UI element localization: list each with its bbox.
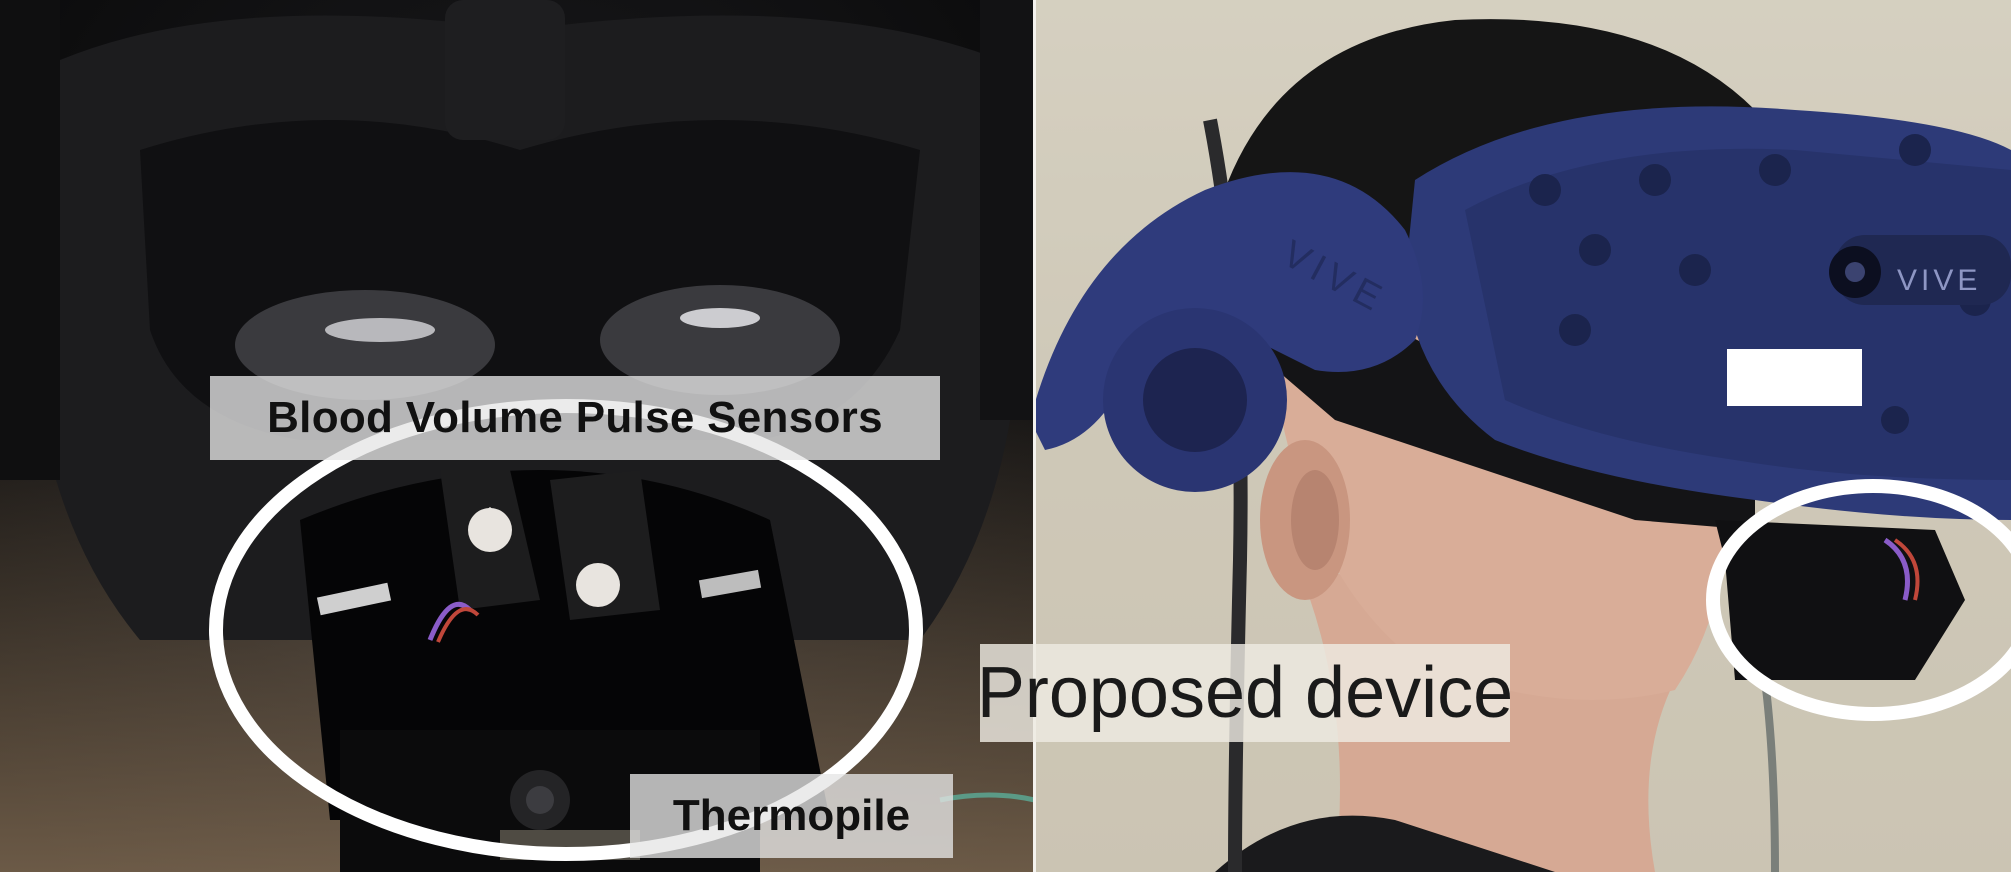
shirt [1215,815,1555,872]
headset-hole-6 [1899,134,1931,166]
headset-face-plate [1465,148,2011,480]
left-lens-glare [325,318,435,342]
panel-divider [1033,0,1036,872]
device-wire-purple [1883,537,1910,601]
headset-hole-7 [1559,314,1591,346]
proposed-device-label: Proposed device [977,644,1513,742]
wire-side [939,792,1035,803]
ear-inner [1291,470,1339,570]
wire-red [436,607,480,643]
headset-hole-2 [1579,234,1611,266]
tape-left [316,582,392,616]
headset-hole-4 [1679,254,1711,286]
headphone-inner [1143,348,1247,452]
headset-hole-3 [1639,164,1671,196]
front-sensor-strip [1835,235,2011,305]
side-strap-left [0,0,60,480]
headset-logo: VIVE [1897,264,1981,297]
bvp-sensor-right-body [576,563,620,607]
front-camera-lens [1845,262,1865,282]
bvp-sensor-left-body [468,508,512,552]
hanging-wire [1761,679,1779,872]
device-mount [1715,520,1965,680]
redacted-white-box [1727,349,1862,406]
side-strap-right [980,0,1035,420]
headset-interior-illustration [0,0,1035,872]
left-lens [235,290,495,400]
top-strap [445,0,565,140]
person-illustration: VIVE VIVE [1035,0,2011,872]
headset-hole-9 [1881,406,1909,434]
right-highlight-ring [1706,479,2011,721]
right-lens [600,285,840,395]
headset-hole-5 [1759,154,1791,186]
thermopile-label: Thermopile [630,774,953,858]
strap-arm [1035,172,1423,450]
thermopile-sensor-lens [526,786,554,814]
headset-hole-1 [1529,174,1561,206]
device-wire-red [1893,538,1920,601]
right-lens-glare [680,308,760,328]
tape-right [698,569,762,599]
bvp-sensors-label: Blood Volume Pulse Sensors [210,376,940,460]
